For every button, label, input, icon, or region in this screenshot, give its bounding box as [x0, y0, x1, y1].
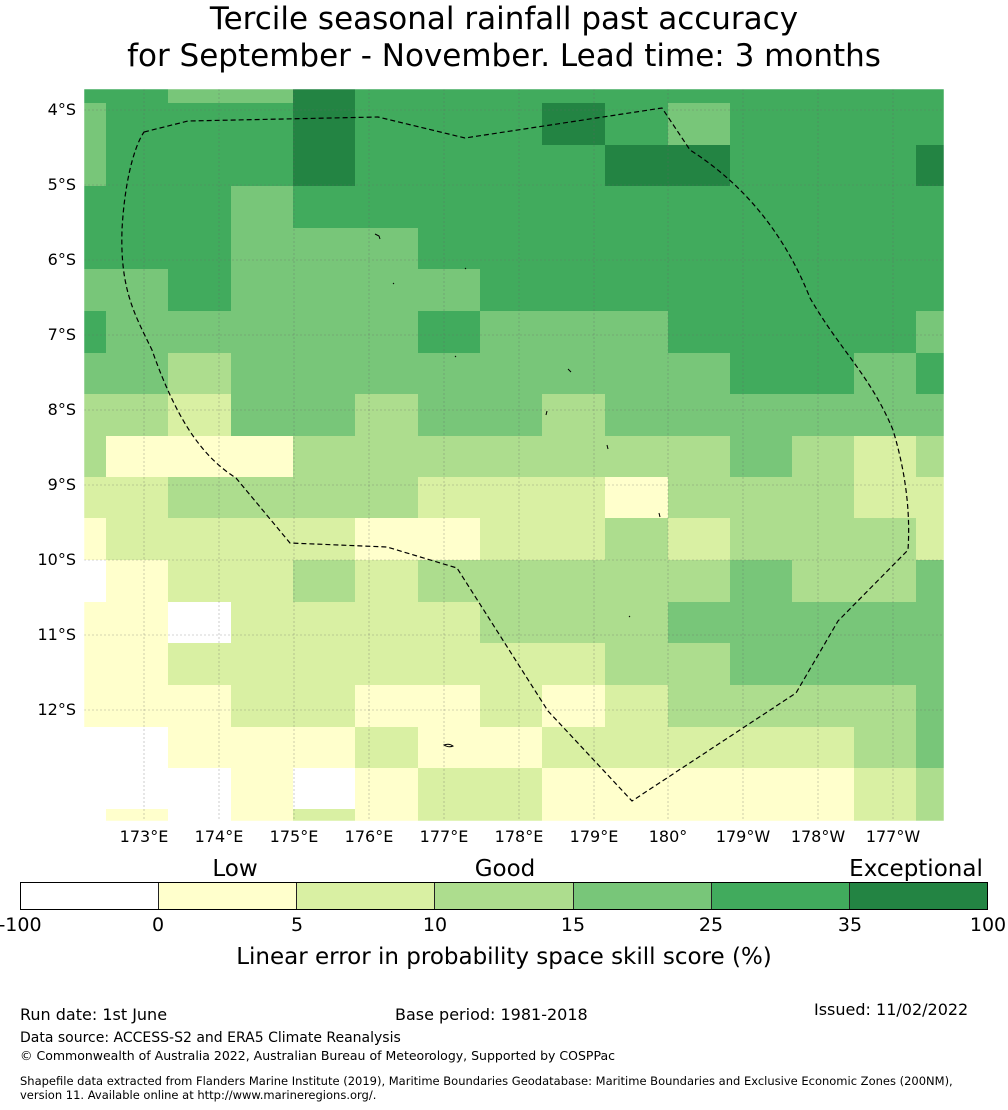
colorbar-segment	[711, 883, 850, 909]
colorbar-title: Linear error in probability space skill …	[236, 944, 772, 970]
lon-label: 178°E	[494, 827, 544, 846]
run-date: Run date: 1st June	[20, 1005, 168, 1024]
colorbar-tick-label: -100	[0, 914, 42, 936]
lon-label: 178°W	[790, 827, 846, 846]
lat-label: 5°S	[47, 175, 76, 194]
lon-label: 175°E	[269, 827, 319, 846]
lat-label: 9°S	[47, 475, 76, 494]
skill-score-grid	[84, 89, 944, 821]
map-title-line-1: Tercile seasonal rainfall past accuracy	[209, 1, 799, 37]
category-label-low: Low	[212, 856, 258, 882]
base-period: Base period: 1981-2018	[395, 1005, 588, 1024]
shapefile-credit-line-2: version 11. Available online at http://w…	[20, 1088, 377, 1102]
lat-label: 10°S	[37, 550, 76, 569]
lat-label: 4°S	[47, 100, 76, 119]
colorbar-tick-label: 35	[837, 914, 863, 936]
colorbar-tick-label: 100	[969, 914, 1007, 936]
category-label-exceptional: Exceptional	[849, 856, 983, 882]
colorbar-tick-label: 10	[422, 914, 448, 936]
map-title-line-2: for September - November. Lead time: 3 m…	[127, 38, 881, 74]
colorbar-tick-label: 25	[698, 914, 724, 936]
colorbar-segment	[435, 883, 574, 909]
lon-label: 174°E	[194, 827, 244, 846]
lon-label: 177°E	[419, 827, 469, 846]
lon-label: 179°E	[569, 827, 619, 846]
lon-label: 180°	[648, 827, 688, 846]
lon-label: 177°W	[865, 827, 921, 846]
colorbar-segment	[297, 883, 436, 909]
colorbar-segment	[21, 883, 160, 909]
skill-score-map	[83, 88, 945, 822]
lon-label: 176°E	[344, 827, 394, 846]
colorbar-segment	[849, 883, 987, 909]
lon-label: 179°W	[715, 827, 771, 846]
colorbar-tick-label: 0	[151, 914, 165, 936]
lat-label: 12°S	[37, 700, 76, 719]
lat-label: 6°S	[47, 250, 76, 269]
issued-date: Issued: 11/02/2022	[814, 1000, 969, 1019]
islands	[374, 233, 661, 748]
lat-label: 8°S	[47, 400, 76, 419]
shapefile-credit-line-1: Shapefile data extracted from Flanders M…	[20, 1074, 953, 1088]
colorbar-tick-label: 5	[290, 914, 304, 936]
copyright-notice: © Commonwealth of Australia 2022, Austra…	[20, 1048, 615, 1063]
lat-label: 11°S	[37, 625, 76, 644]
category-label-good: Good	[474, 856, 536, 882]
lon-label: 173°E	[119, 827, 169, 846]
data-source: Data source: ACCESS-S2 and ERA5 Climate …	[20, 1030, 401, 1046]
colorbar-segment	[159, 883, 298, 909]
eez-boundary	[121, 107, 910, 802]
colorbar-segment	[573, 883, 712, 909]
graticule	[84, 89, 944, 821]
colorbar	[20, 882, 988, 910]
colorbar-tick-label: 15	[560, 914, 586, 936]
lat-label: 7°S	[47, 325, 76, 344]
